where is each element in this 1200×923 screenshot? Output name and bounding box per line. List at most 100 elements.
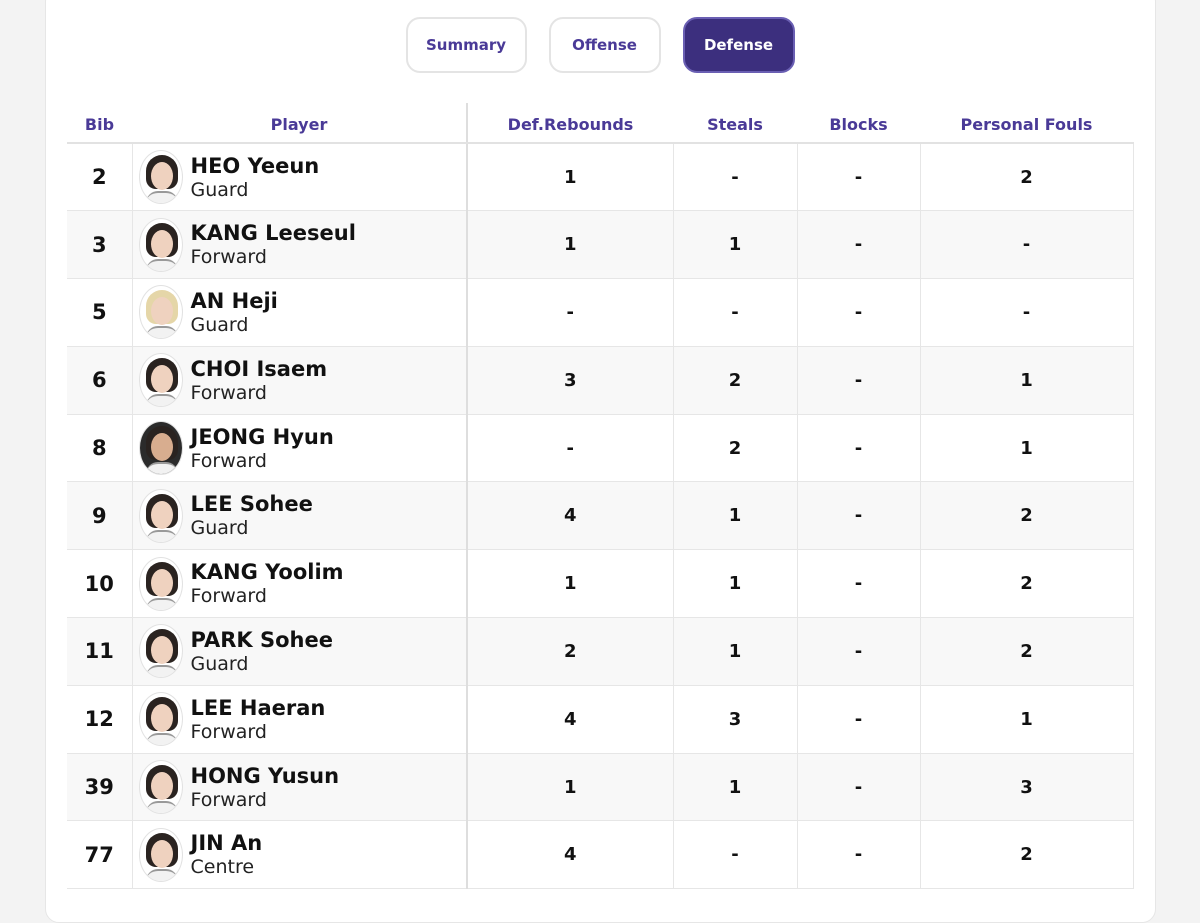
player-text: CHOI Isaem Forward bbox=[191, 357, 328, 404]
player-info: AN Heji Guard bbox=[138, 285, 467, 340]
player-cell: HONG Yusun Forward bbox=[132, 753, 468, 822]
player-cell: KANG Yoolim Forward bbox=[132, 549, 468, 619]
table-header-row: Bib Player Def.Rebounds Steals Blocks Pe… bbox=[67, 103, 1133, 144]
player-position: Forward bbox=[190, 381, 267, 404]
player-text: LEE Sohee Guard bbox=[191, 492, 313, 539]
player-cell: JIN An Centre bbox=[132, 820, 468, 890]
player-position: Guard bbox=[190, 652, 249, 675]
player-position: Guard bbox=[190, 517, 249, 540]
face-shape bbox=[150, 297, 173, 326]
face-shape bbox=[150, 839, 173, 868]
steals-value: 1 bbox=[673, 753, 798, 822]
bib-number: 5 bbox=[67, 278, 133, 347]
face-shape bbox=[150, 500, 173, 529]
bib-number: 39 bbox=[67, 753, 133, 822]
player-photo bbox=[138, 556, 183, 611]
header-def-rebounds[interactable]: Def.Rebounds bbox=[467, 103, 673, 144]
player-name: LEE Haeran bbox=[190, 695, 326, 720]
table-row: 77 JIN An Centre 4- -2 bbox=[67, 820, 1134, 890]
blocks-value: - bbox=[797, 278, 921, 347]
def-rebounds-value: 1 bbox=[467, 753, 674, 822]
table-row: 11 PARK Sohee Guard 2 1-2 bbox=[67, 617, 1134, 686]
player-cell: JEONG Hyun Forward bbox=[132, 414, 468, 483]
player-text: KANG Yoolim Forward bbox=[191, 560, 344, 607]
blocks-value: - bbox=[797, 346, 921, 415]
shirt-shape bbox=[145, 258, 178, 271]
player-position: Forward bbox=[190, 720, 267, 743]
personal-fouls-value: 1 bbox=[920, 346, 1134, 415]
player-info: HEO Yeeun Guard bbox=[138, 150, 467, 205]
shirt-shape bbox=[145, 868, 178, 881]
header-steals[interactable]: Steals bbox=[673, 103, 797, 144]
def-rebounds-value: 4 bbox=[467, 820, 674, 890]
table-row: 5 AN Heji Guard - - - - bbox=[67, 278, 1134, 347]
blocks-value: - bbox=[797, 753, 921, 822]
bib-number: 9 bbox=[67, 481, 133, 551]
player-position: Forward bbox=[190, 246, 267, 269]
player-cell: AN Heji Guard bbox=[132, 278, 468, 347]
face-shape bbox=[150, 229, 173, 258]
personal-fouls-value: 3 bbox=[920, 753, 1134, 822]
player-photo bbox=[138, 692, 183, 747]
bib-number: 77 bbox=[67, 820, 133, 890]
player-name: LEE Sohee bbox=[190, 492, 313, 517]
player-info: KANG Yoolim Forward bbox=[138, 556, 467, 611]
player-name: CHOI Isaem bbox=[190, 356, 328, 381]
player-position: Forward bbox=[190, 585, 267, 608]
player-name: HONG Yusun bbox=[190, 763, 340, 788]
blocks-value: - bbox=[797, 481, 921, 551]
def-rebounds-value: 4 bbox=[467, 481, 674, 551]
table-row: 39 HONG Yusun Forward 1 1-3 bbox=[67, 753, 1134, 822]
tab-defense[interactable]: Defense bbox=[682, 17, 795, 73]
player-name: JEONG Hyun bbox=[190, 424, 334, 449]
stat-tabs: Summary Offense Defense bbox=[0, 17, 1200, 73]
header-bib[interactable]: Bib bbox=[67, 103, 132, 144]
defense-stats-table: Bib Player Def.Rebounds Steals Blocks Pe… bbox=[67, 103, 1134, 890]
player-info: LEE Haeran Forward bbox=[138, 692, 467, 747]
steals-value: 1 bbox=[673, 481, 798, 551]
bib-number: 8 bbox=[67, 414, 133, 483]
personal-fouls-value: 1 bbox=[920, 685, 1134, 754]
header-player[interactable]: Player bbox=[132, 103, 468, 144]
def-rebounds-value: 1 bbox=[467, 143, 674, 212]
player-photo bbox=[138, 353, 183, 408]
player-cell: HEO Yeeun Guard bbox=[132, 143, 468, 212]
shirt-shape bbox=[145, 801, 178, 814]
face-shape bbox=[150, 636, 173, 665]
blocks-value: - bbox=[797, 210, 921, 280]
personal-fouls-value: 2 bbox=[920, 143, 1134, 212]
header-blocks[interactable]: Blocks bbox=[797, 103, 920, 144]
player-photo bbox=[138, 488, 183, 543]
player-name: KANG Yoolim bbox=[190, 560, 344, 585]
header-personal-fouls[interactable]: Personal Fouls bbox=[920, 103, 1133, 144]
tab-summary[interactable]: Summary bbox=[405, 17, 527, 73]
player-cell: LEE Sohee Guard bbox=[132, 481, 468, 551]
player-info: PARK Sohee Guard bbox=[138, 624, 467, 679]
table-row: 6 CHOI Isaem Forward 3 2-1 bbox=[67, 346, 1134, 415]
player-position: Guard bbox=[190, 178, 249, 201]
tab-offense[interactable]: Offense bbox=[548, 17, 661, 73]
player-position: Forward bbox=[190, 449, 267, 472]
bib-number: 11 bbox=[67, 617, 133, 686]
def-rebounds-value: 3 bbox=[467, 346, 674, 415]
steals-value: - bbox=[673, 820, 798, 890]
face-shape bbox=[150, 162, 173, 191]
steals-value: 1 bbox=[673, 617, 798, 686]
player-photo bbox=[138, 421, 183, 476]
player-text: HONG Yusun Forward bbox=[191, 764, 340, 811]
shirt-shape bbox=[145, 462, 178, 475]
blocks-value: - bbox=[797, 617, 921, 686]
bib-number: 10 bbox=[67, 549, 133, 619]
def-rebounds-value: 1 bbox=[467, 210, 674, 280]
player-position: Centre bbox=[190, 856, 255, 879]
player-info: JEONG Hyun Forward bbox=[138, 421, 467, 476]
shirt-shape bbox=[145, 326, 178, 339]
table-row: 2 HEO Yeeun Guard 1- -2 bbox=[67, 143, 1134, 212]
personal-fouls-value: 2 bbox=[920, 481, 1134, 551]
player-name: HEO Yeeun bbox=[190, 153, 320, 178]
def-rebounds-value: 2 bbox=[467, 617, 674, 686]
steals-value: - bbox=[673, 143, 798, 212]
steals-value: 3 bbox=[673, 685, 798, 754]
shirt-shape bbox=[145, 529, 178, 542]
player-photo bbox=[138, 760, 183, 815]
